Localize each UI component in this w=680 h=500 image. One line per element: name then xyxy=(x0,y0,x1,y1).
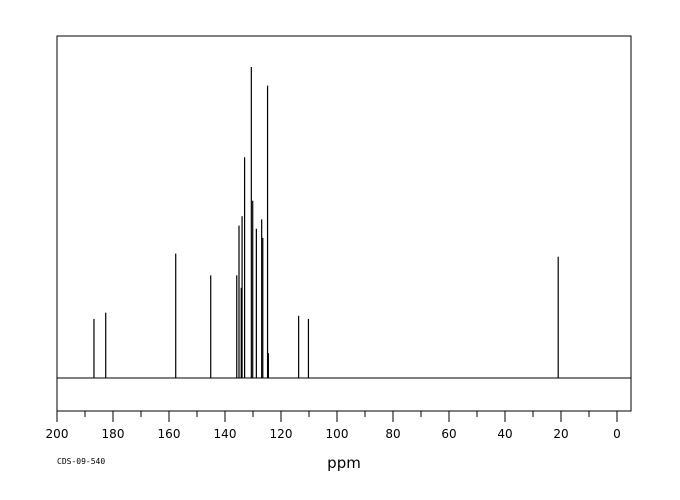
sample-code: CDS-09-540 xyxy=(57,457,105,466)
x-tick-label: 0 xyxy=(613,427,621,441)
peak-series xyxy=(93,67,559,378)
x-tick-label: 140 xyxy=(214,427,237,441)
plot-frame xyxy=(56,35,632,412)
x-tick-label: 180 xyxy=(102,427,125,441)
x-tick-label: 20 xyxy=(553,427,568,441)
x-tick-label: 200 xyxy=(46,427,69,441)
x-tick-label: 80 xyxy=(385,427,400,441)
x-tick-label: 40 xyxy=(497,427,512,441)
x-tick-label: 100 xyxy=(326,427,349,441)
x-axis-ticks xyxy=(56,411,618,422)
x-axis-label: ppm xyxy=(327,454,361,472)
x-tick-label: 160 xyxy=(158,427,181,441)
x-axis-tick-labels: 200 180 160 140 120 100 80 60 40 20 0 xyxy=(46,427,621,441)
x-tick-label: 60 xyxy=(441,427,456,441)
x-tick-label: 120 xyxy=(270,427,293,441)
